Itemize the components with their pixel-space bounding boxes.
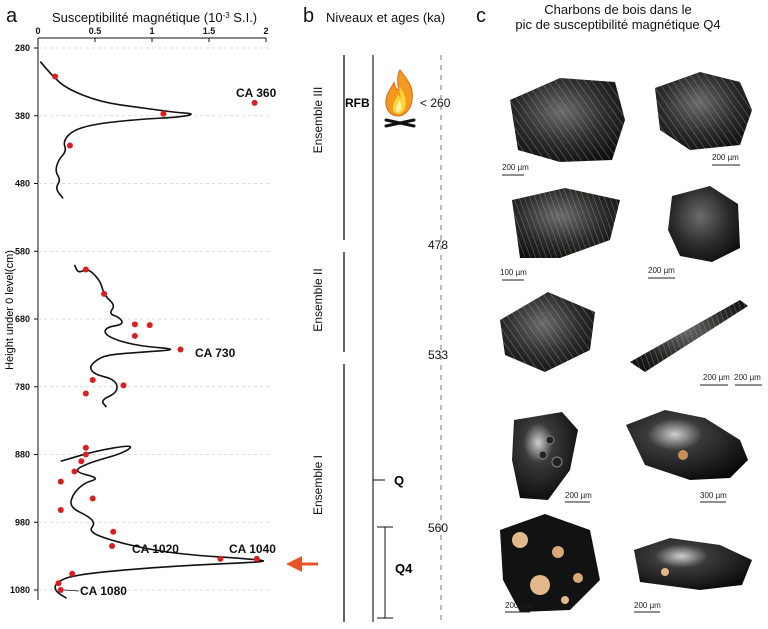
- q4-label: Q4: [395, 561, 413, 576]
- svg-text:200 µm: 200 µm: [565, 491, 592, 500]
- data-point: [89, 376, 96, 383]
- panel-a-title: Susceptibilité magnétique (10-3 S.I.): [52, 10, 257, 25]
- data-points: [52, 73, 260, 593]
- sample-label-ca730: CA 730: [195, 346, 236, 360]
- ensemble-iii-label: Ensemble III: [311, 87, 325, 154]
- gridlines: [38, 47, 270, 591]
- ensemble-ii-label: Ensemble II: [311, 268, 325, 331]
- panel-c-title-line1: Charbons de bois dans le: [544, 2, 691, 17]
- rfb-label: RFB: [345, 96, 370, 110]
- data-point: [253, 555, 260, 562]
- svg-text:200 µm: 200 µm: [703, 373, 730, 382]
- charcoal-photo-3: 100 µm: [500, 188, 620, 281]
- charcoal-photo-10: 200 µm: [634, 538, 752, 613]
- sample-label-ca1020: CA 1020: [132, 542, 179, 556]
- data-point: [57, 507, 64, 514]
- y-tick-label: 380: [15, 111, 30, 121]
- x-tick-label: 0: [35, 26, 40, 36]
- charcoal-photo-7: 200 µm: [512, 412, 592, 503]
- charcoal-photo-4: 200 µm: [648, 186, 740, 279]
- svg-text:200 µm: 200 µm: [712, 153, 739, 162]
- svg-text:100 µm: 100 µm: [500, 268, 527, 277]
- data-point: [69, 570, 76, 577]
- panel-a-letter: a: [6, 5, 18, 27]
- data-point: [55, 580, 62, 587]
- data-point: [66, 142, 73, 149]
- panel-c-letter: c: [476, 5, 486, 27]
- y-tick-label: 780: [15, 382, 30, 392]
- charcoal-photo-9: 200 µm: [500, 514, 600, 613]
- y-tick-label: 1080: [10, 585, 30, 595]
- q4-bracket: [377, 526, 393, 619]
- y-tick-label: 580: [15, 246, 30, 256]
- sample-label-ca1040: CA 1040: [229, 542, 276, 556]
- ca1080-leader: [63, 589, 80, 592]
- campfire-icon: [384, 69, 416, 128]
- data-point: [82, 390, 89, 397]
- y-tick-label: 880: [15, 450, 30, 460]
- sample-label-ca1080: CA 1080: [80, 584, 127, 598]
- sample-label-ca360: CA 360: [236, 86, 277, 100]
- data-point: [57, 587, 64, 593]
- x-tick-label: 0.5: [89, 26, 102, 36]
- data-point: [251, 99, 258, 106]
- svg-text:200 µm: 200 µm: [634, 601, 661, 610]
- data-point: [71, 468, 78, 475]
- data-point: [109, 542, 116, 549]
- charcoal-photo-2: 200 µm: [655, 72, 752, 166]
- svg-text:200 µm: 200 µm: [505, 601, 532, 610]
- ensemble-i-label: Ensemble I: [311, 455, 325, 515]
- panel-b-title: Niveaux et ages (ka): [326, 10, 445, 25]
- data-point: [82, 451, 89, 458]
- charcoal-photo-5: 200 µm: [500, 292, 730, 386]
- data-point: [110, 528, 117, 535]
- svg-text:200 µm: 200 µm: [648, 266, 675, 275]
- data-point: [120, 382, 127, 389]
- series-lines: [39, 61, 265, 599]
- data-point: [52, 73, 59, 80]
- y-axis-label: Height under 0 level(cm): [4, 250, 16, 370]
- x-tick-label: 2: [263, 26, 268, 36]
- svg-text:200 µm: 200 µm: [734, 373, 761, 382]
- series-line: [54, 445, 265, 599]
- age-478: 478: [428, 238, 448, 252]
- data-point: [146, 322, 153, 329]
- age-lt260: < 260: [420, 96, 451, 110]
- charcoal-photo-8: 300 µm: [626, 410, 748, 503]
- age-560: 560: [428, 521, 448, 535]
- svg-text:300 µm: 300 µm: [700, 491, 727, 500]
- arrow-left-icon: [286, 556, 318, 572]
- data-point: [131, 321, 138, 328]
- series-line: [73, 264, 172, 408]
- y-tick-label: 980: [15, 517, 30, 527]
- y-tick-label: 280: [15, 43, 30, 53]
- data-point: [89, 495, 96, 502]
- series-line: [39, 61, 192, 199]
- age-533: 533: [428, 348, 448, 362]
- svg-text:200 µm: 200 µm: [502, 163, 529, 172]
- x-tick-label: 1: [149, 26, 154, 36]
- x-tick-label: 1.5: [203, 26, 216, 36]
- y-tick-label: 480: [15, 179, 30, 189]
- panel-b-letter: b: [303, 5, 314, 27]
- q-label: Q: [394, 473, 404, 488]
- data-point: [160, 110, 167, 117]
- panel-c-title-line2: pic de susceptibilité magnétique Q4: [515, 17, 720, 32]
- charcoal-photo-1: 200 µm: [502, 78, 625, 176]
- y-tick-label: 680: [15, 314, 30, 324]
- data-point: [78, 458, 85, 465]
- data-point: [131, 332, 138, 339]
- data-point: [101, 290, 108, 297]
- data-point: [82, 266, 89, 273]
- data-point: [217, 555, 224, 562]
- data-point: [57, 478, 64, 485]
- charcoal-photo-6: 200 µm: [630, 300, 762, 386]
- data-point: [82, 444, 89, 451]
- data-point: [177, 346, 184, 353]
- x-axis: 0 0.5 1 1.5 2: [35, 26, 269, 42]
